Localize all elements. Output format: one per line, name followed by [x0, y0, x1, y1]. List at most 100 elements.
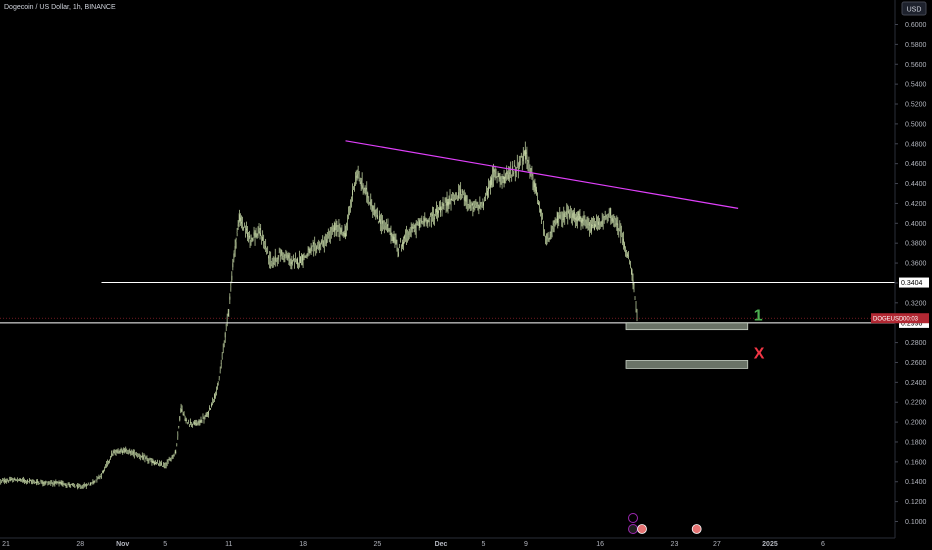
candle-body[interactable]: [417, 220, 419, 225]
candle-body[interactable]: [504, 177, 506, 179]
candle-body[interactable]: [69, 485, 71, 486]
candle-body[interactable]: [136, 454, 138, 456]
candle-body[interactable]: [506, 171, 508, 175]
candle-body[interactable]: [72, 484, 74, 485]
candle-body[interactable]: [378, 216, 380, 223]
candle-body[interactable]: [67, 484, 69, 485]
candle-body[interactable]: [125, 449, 127, 452]
candle-body[interactable]: [341, 227, 343, 230]
candle-body[interactable]: [496, 177, 498, 178]
candle-body[interactable]: [498, 173, 500, 178]
candle-body[interactable]: [436, 208, 437, 213]
candle-body[interactable]: [83, 484, 85, 486]
candle-body[interactable]: [279, 255, 281, 257]
candle-body[interactable]: [335, 225, 337, 231]
candle-body[interactable]: [462, 191, 464, 194]
candle-body[interactable]: [56, 481, 58, 483]
candle-body[interactable]: [233, 250, 235, 254]
candle-body[interactable]: [124, 449, 126, 453]
candle-body[interactable]: [501, 176, 503, 181]
candle-body[interactable]: [158, 464, 159, 465]
candle-body[interactable]: [50, 482, 52, 484]
candle-body[interactable]: [215, 395, 216, 397]
candle-body[interactable]: [486, 192, 487, 196]
candle-body[interactable]: [461, 189, 463, 193]
candle-body[interactable]: [558, 219, 560, 222]
candle-body[interactable]: [14, 478, 16, 481]
candle-body[interactable]: [51, 482, 53, 484]
candle-body[interactable]: [493, 170, 495, 172]
candle-body[interactable]: [366, 189, 368, 196]
candle-body[interactable]: [594, 223, 595, 230]
candle-body[interactable]: [630, 263, 631, 265]
candle-body[interactable]: [493, 172, 494, 180]
candle-body[interactable]: [582, 219, 584, 222]
candle-body[interactable]: [451, 198, 453, 201]
candle-body[interactable]: [296, 258, 297, 264]
candle-body[interactable]: [552, 225, 554, 228]
candle-body[interactable]: [287, 254, 289, 258]
candle-body[interactable]: [441, 209, 443, 211]
candle-body[interactable]: [577, 215, 579, 219]
candle-body[interactable]: [516, 162, 518, 167]
candle-body[interactable]: [277, 255, 279, 260]
candle-body[interactable]: [87, 484, 89, 485]
candle-body[interactable]: [307, 252, 309, 257]
candle-body[interactable]: [164, 464, 166, 467]
candle-body[interactable]: [596, 221, 597, 228]
candle-body[interactable]: [188, 424, 190, 426]
candle-body[interactable]: [581, 218, 583, 224]
candle-body[interactable]: [132, 451, 134, 454]
candle-body[interactable]: [174, 452, 176, 453]
candle-body[interactable]: [598, 221, 599, 225]
candle-body[interactable]: [336, 226, 338, 231]
candle-body[interactable]: [37, 481, 39, 483]
candle-body[interactable]: [587, 223, 589, 225]
candle-body[interactable]: [144, 456, 146, 460]
candle-body[interactable]: [537, 194, 538, 200]
candle-body[interactable]: [329, 232, 331, 239]
candle-body[interactable]: [297, 258, 298, 265]
candle-body[interactable]: [249, 235, 250, 238]
candle-body[interactable]: [491, 177, 492, 185]
candle-body[interactable]: [440, 207, 442, 209]
candle-body[interactable]: [333, 227, 335, 233]
candles[interactable]: [0, 141, 638, 490]
candle-body[interactable]: [514, 165, 516, 167]
candle-body[interactable]: [367, 192, 369, 198]
candle-body[interactable]: [292, 263, 293, 266]
candle-body[interactable]: [553, 222, 555, 225]
candle-body[interactable]: [55, 481, 57, 483]
candle-body[interactable]: [580, 220, 582, 223]
candle-body[interactable]: [90, 482, 92, 484]
candle-body[interactable]: [557, 215, 559, 223]
candle-body[interactable]: [538, 202, 539, 205]
candle-body[interactable]: [610, 215, 612, 218]
candle-body[interactable]: [114, 451, 116, 455]
candle-body[interactable]: [32, 481, 34, 482]
candle-body[interactable]: [454, 200, 456, 202]
candle-body[interactable]: [34, 481, 36, 483]
candle-body[interactable]: [58, 482, 60, 484]
candle-body[interactable]: [4, 479, 6, 482]
candle-body[interactable]: [235, 240, 237, 243]
candle-body[interactable]: [305, 255, 307, 257]
candle-body[interactable]: [450, 198, 452, 204]
candle-body[interactable]: [554, 221, 556, 223]
candle-body[interactable]: [494, 170, 496, 172]
candle-body[interactable]: [282, 255, 284, 257]
candle-body[interactable]: [281, 252, 283, 253]
candle-body[interactable]: [99, 476, 101, 478]
candle-body[interactable]: [121, 449, 123, 452]
candle-body[interactable]: [499, 177, 501, 179]
last-price-tag[interactable]: [871, 313, 929, 324]
candle-body[interactable]: [131, 451, 133, 454]
candle-body[interactable]: [388, 230, 390, 232]
candle-body[interactable]: [355, 173, 357, 177]
candle-body[interactable]: [326, 239, 328, 242]
candle-body[interactable]: [205, 415, 207, 417]
candle-body[interactable]: [395, 239, 397, 244]
candle-body[interactable]: [146, 457, 148, 459]
candle-body[interactable]: [361, 180, 363, 187]
candle-body[interactable]: [304, 255, 306, 257]
